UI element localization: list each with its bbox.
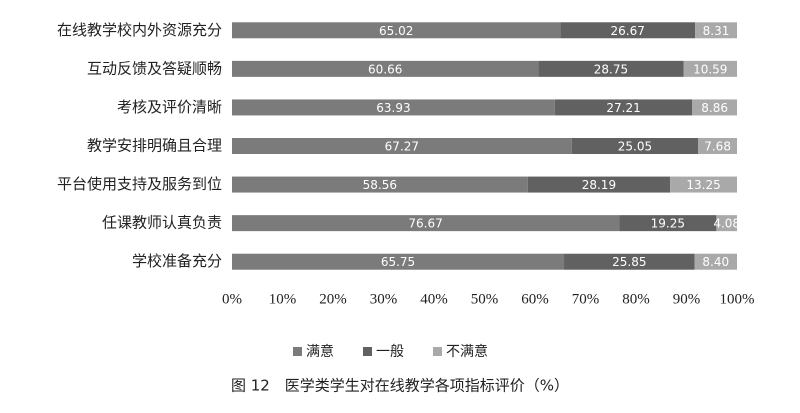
data-label: 13.25 (686, 178, 720, 192)
bar-segment (692, 99, 737, 116)
data-label: 76.67 (408, 217, 442, 231)
data-label: 8.31 (703, 24, 730, 38)
category-label: 考核及评价清晰 (117, 98, 222, 116)
category-label: 平台使用支持及服务到位 (57, 175, 222, 193)
bar-segment (232, 253, 565, 270)
data-label: 25.05 (618, 140, 652, 154)
category-label: 任课教师认真负责 (102, 214, 222, 232)
bar-segment (232, 60, 539, 77)
x-tick-label: 70% (572, 291, 600, 307)
bar-segment (232, 176, 528, 193)
legend-label: 一般 (376, 344, 404, 360)
x-tick-label: 0% (222, 291, 242, 307)
data-label: 25.85 (612, 255, 646, 269)
legend-swatch (363, 347, 372, 356)
data-label: 65.02 (379, 24, 413, 38)
x-tick-label: 10% (269, 291, 297, 307)
bar-segment (232, 138, 572, 154)
bar-segment (619, 215, 717, 232)
bar-segment (571, 138, 699, 154)
bar-segment (232, 22, 561, 39)
legend-swatch (433, 347, 442, 356)
data-label: 7.68 (704, 140, 731, 154)
category-label: 教学安排明确且合理 (87, 137, 222, 155)
bar-segment (538, 60, 684, 77)
bar-segment (232, 99, 555, 116)
data-label: 8.86 (701, 101, 728, 115)
x-tick-label: 30% (370, 291, 398, 307)
bar-segment (698, 138, 737, 154)
data-label: 65.75 (381, 255, 415, 269)
x-tick-label: 50% (471, 291, 499, 307)
data-label: 60.66 (368, 62, 402, 76)
bar-segment (564, 253, 695, 270)
data-label: 10.59 (693, 62, 727, 76)
x-tick-label: 100% (720, 291, 755, 307)
x-tick-label: 40% (420, 291, 448, 307)
bar-segment (554, 99, 693, 116)
bar-segment (716, 215, 737, 232)
x-tick-label: 60% (521, 291, 549, 307)
data-label: 63.93 (376, 101, 410, 115)
bar-segment (232, 215, 620, 232)
bar-segment (683, 60, 737, 77)
bar-segment (695, 22, 737, 39)
category-label: 在线教学校内外资源充分 (57, 21, 222, 39)
data-label: 28.19 (582, 178, 616, 192)
bar-segment (527, 176, 671, 193)
chart-caption: 图 12 医学类学生对在线教学各项指标评价（%） (231, 377, 569, 395)
category-label: 学校准备充分 (132, 252, 222, 270)
x-tick-label: 80% (622, 291, 650, 307)
x-tick-label: 20% (319, 291, 347, 307)
bar-segment (670, 176, 737, 193)
data-label: 4.08 (713, 217, 740, 231)
bar-segment (560, 22, 696, 39)
x-tick-label: 90% (673, 291, 701, 307)
category-label: 互动反馈及答疑顺畅 (87, 59, 222, 77)
legend-label: 满意 (306, 343, 334, 360)
legend-label: 不满意 (446, 343, 488, 360)
data-label: 28.75 (594, 62, 628, 76)
data-label: 67.27 (385, 140, 419, 154)
data-label: 27.21 (606, 101, 640, 115)
data-label: 19.25 (651, 217, 685, 231)
data-label: 58.56 (363, 178, 397, 192)
data-label: 8.40 (702, 255, 729, 269)
data-label: 26.67 (611, 24, 645, 38)
bar-segment (694, 253, 737, 270)
legend-swatch (293, 347, 302, 356)
